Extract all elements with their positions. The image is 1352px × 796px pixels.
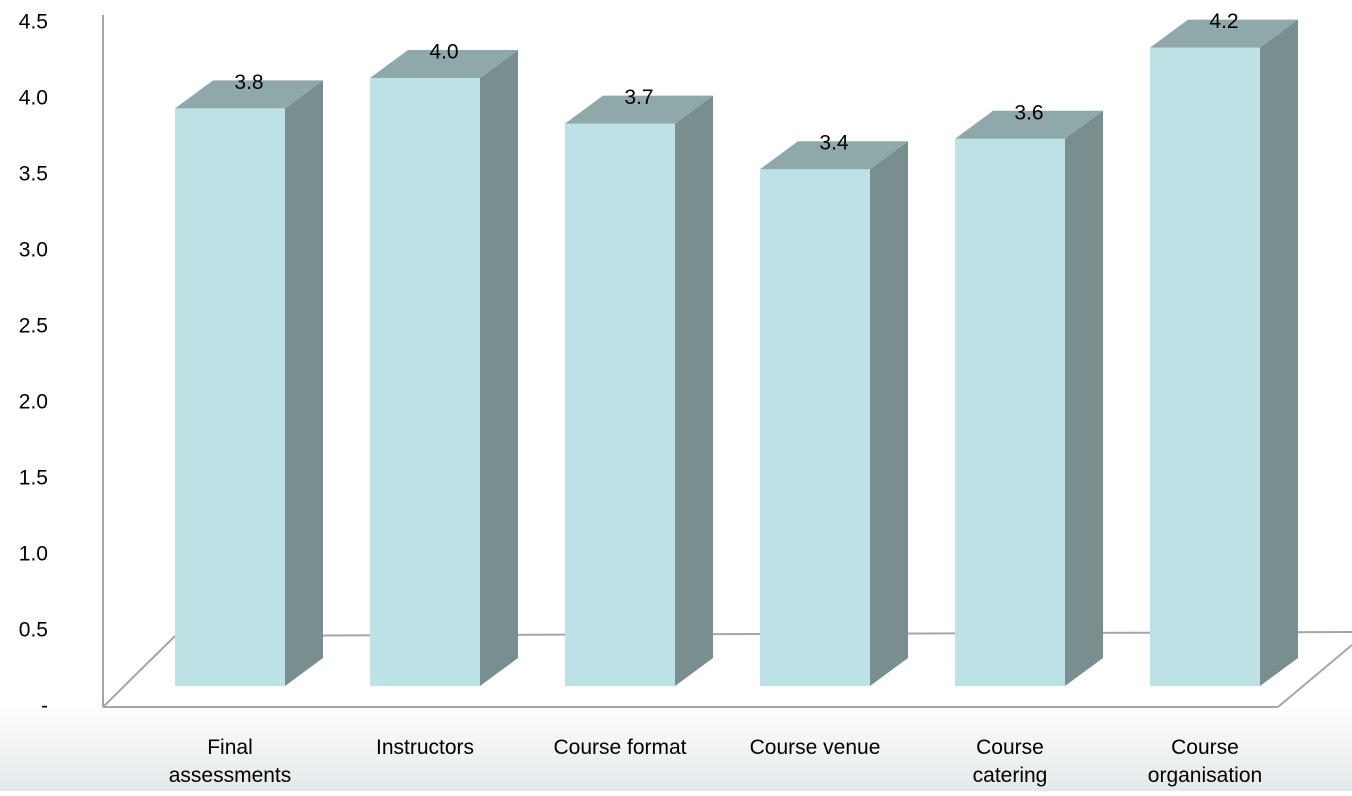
y-tick-label: 4.5 [19,11,48,34]
y-tick-label: 4.0 [19,87,48,110]
data-label: 3.4 [819,132,849,155]
background-band [0,700,1352,791]
y-tick-label: 0.5 [19,619,48,642]
floor-right [1277,644,1352,708]
bar-top [565,95,713,124]
bar-top [1150,19,1298,48]
bar-top [760,141,908,170]
bar-side [480,50,518,686]
x-tick-label-line: Instructors [376,736,474,759]
bar-front [760,169,870,686]
x-tick-label: Course organisation [1148,736,1262,787]
x-tick-label: Course format [553,736,686,759]
x-tick-label: Final assessments [169,736,292,787]
y-tick-label: 2.0 [19,391,48,414]
x-tick-label-line: Course [976,736,1044,759]
y-tick-label: 2.5 [19,315,48,338]
bar-front [175,108,285,686]
data-label: 3.6 [1014,101,1043,124]
floor-left [102,635,176,708]
bar-front [955,138,1065,687]
data-label: 4.2 [1209,10,1238,33]
y-tick-label: 1.5 [19,467,48,490]
bar-side [285,80,323,686]
x-tick-label: Course catering [973,736,1048,787]
bar-front [1150,47,1260,687]
bar-side [870,141,908,686]
bar-front [370,78,480,686]
x-tick-label: Course venue [750,736,881,759]
bar-side [1260,19,1298,687]
bar-top [955,110,1103,139]
y-tick-label: 3.0 [19,239,48,262]
data-label: 3.7 [624,86,653,109]
bar-top [175,80,323,109]
y-tick-label: 1.0 [19,543,48,566]
data-label: 4.0 [429,41,458,64]
data-label: 3.8 [234,71,263,94]
x-tick-label-line: Final [207,736,253,759]
x-tick-label-line: Course format [553,736,686,759]
bar-side [675,95,713,687]
x-tick-label-line: assessments [169,764,292,787]
y-tick-label: - [41,695,48,718]
bar-top [370,50,518,78]
bar-front [565,123,675,687]
x-tick-label-line: Course venue [750,736,881,759]
x-tick-label-line: Course [1171,736,1239,759]
x-tick-label-line: catering [973,764,1048,787]
x-tick-label-line: organisation [1148,764,1262,787]
y-tick-label: 3.5 [19,163,48,186]
bar-side [1065,110,1103,687]
x-tick-label: Instructors [376,736,474,759]
